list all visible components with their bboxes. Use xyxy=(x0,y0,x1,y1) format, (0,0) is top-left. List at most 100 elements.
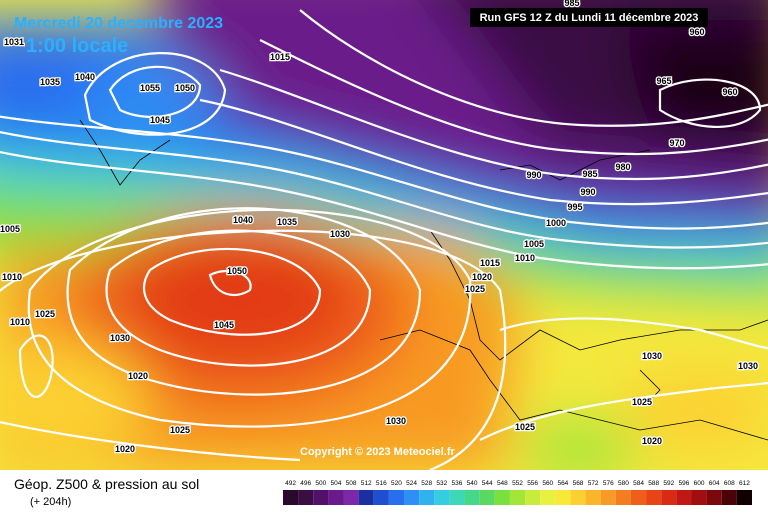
scale-label: 520 xyxy=(391,480,402,487)
isobar-label: 970 xyxy=(669,138,684,148)
valid-date: Mercredi 20 decembre 2023 xyxy=(14,15,223,32)
scale-label: 556 xyxy=(527,480,538,487)
isobar-label: 1031 xyxy=(4,37,24,47)
scale-swatch xyxy=(313,490,329,505)
scale-swatch xyxy=(434,490,450,505)
isobar-label: 1025 xyxy=(35,309,55,319)
scale-label: 512 xyxy=(361,480,372,487)
scale-label: 552 xyxy=(512,480,523,487)
isobar-label: 985 xyxy=(564,0,579,8)
isobar-label: 985 xyxy=(582,169,597,179)
scale-label: 508 xyxy=(346,480,357,487)
scale-label: 492 xyxy=(285,480,296,487)
scale-swatch xyxy=(509,490,526,505)
isobar-label: 990 xyxy=(526,170,541,180)
scale-label: 516 xyxy=(376,480,387,487)
isobar-label: 1050 xyxy=(175,83,195,93)
isobar-label: 990 xyxy=(580,187,595,197)
scale-label: 504 xyxy=(331,480,342,487)
scale-swatch xyxy=(298,490,314,505)
isobar-label: 1010 xyxy=(10,317,30,327)
scale-label: 580 xyxy=(618,480,629,487)
scale-swatch xyxy=(630,490,647,505)
isobar-label: 1030 xyxy=(330,229,350,239)
scale-swatch xyxy=(328,490,344,505)
isobar-label: 1015 xyxy=(480,258,500,268)
isobar-label: 1040 xyxy=(233,215,253,225)
scale-label: 564 xyxy=(557,480,568,487)
isobar-label: 1025 xyxy=(632,397,652,407)
scale-swatch xyxy=(358,490,374,505)
scale-swatch xyxy=(721,490,737,505)
isobar-label: 1005 xyxy=(524,239,544,249)
scale-label: 576 xyxy=(603,480,614,487)
scale-swatch xyxy=(691,490,707,505)
isobar-label: 1020 xyxy=(128,371,148,381)
isobar-label: 1015 xyxy=(270,52,290,62)
isobars xyxy=(0,9,768,470)
scale-swatch xyxy=(570,490,586,505)
valid-time: 1:00 locale xyxy=(26,35,128,57)
isobar-label: 960 xyxy=(689,27,704,37)
scale-label: 584 xyxy=(633,480,644,487)
isobar-label: 995 xyxy=(567,202,582,212)
scale-swatch xyxy=(449,490,465,505)
run-info: Run GFS 12 Z du Lundi 11 décembre 2023 xyxy=(480,12,699,24)
scale-swatch xyxy=(525,490,541,505)
isobar-label: 1010 xyxy=(2,272,22,282)
lead-time: (+ 204h) xyxy=(30,496,71,508)
isobar-label: 1030 xyxy=(110,333,130,343)
scale-swatch xyxy=(464,490,480,505)
scale-label: 592 xyxy=(663,480,674,487)
scale-label: 536 xyxy=(452,480,463,487)
isobar-label: 1035 xyxy=(40,77,60,87)
scale-label: 524 xyxy=(406,480,417,487)
isobar-label: 1020 xyxy=(115,444,135,454)
run-box xyxy=(470,8,708,27)
isobar-label: 1030 xyxy=(642,351,662,361)
scale-label: 608 xyxy=(724,480,735,487)
isobar-label: 1045 xyxy=(214,320,234,330)
color-scale: 492 496 500 504 508 512 516 520 524 528 532 536 540 5… xyxy=(283,480,752,505)
copyright: Copyright © 2023 Meteociel.fr xyxy=(300,446,456,458)
scale-label: 500 xyxy=(315,480,326,487)
scale-label: 528 xyxy=(421,480,432,487)
scale-label: 596 xyxy=(678,480,689,487)
isobar-label: 1000 xyxy=(546,218,566,228)
scale-swatch xyxy=(373,490,389,505)
scale-swatch xyxy=(540,490,556,505)
isobar-label: 1025 xyxy=(515,422,535,432)
scale-swatch xyxy=(479,490,495,505)
scale-swatch xyxy=(555,490,571,505)
isobar-label: 1010 xyxy=(515,253,535,263)
scale-label: 548 xyxy=(497,480,508,487)
scale-label: 568 xyxy=(573,480,584,487)
scale-label: 496 xyxy=(300,480,311,487)
scale-label: 612 xyxy=(739,480,750,487)
scale-swatch xyxy=(494,490,510,505)
scale-swatch xyxy=(600,490,616,505)
scale-swatch xyxy=(661,490,677,505)
scale-swatch xyxy=(343,490,359,505)
scale-label: 600 xyxy=(694,480,705,487)
isobar-label: 1030 xyxy=(386,416,406,426)
isobar-label: 1045 xyxy=(150,115,170,125)
isobar-label: 1030 xyxy=(738,361,758,371)
scale-swatch xyxy=(283,490,299,505)
isobar-label: 965 xyxy=(656,76,671,86)
isobar-label: 1020 xyxy=(472,272,492,282)
scale-label: 544 xyxy=(482,480,493,487)
scale-swatch xyxy=(585,490,601,505)
isobar-label: 960 xyxy=(722,87,737,97)
isobar-label: 1050 xyxy=(227,266,247,276)
product-title: Géop. Z500 & pression au sol xyxy=(14,476,199,492)
scale-label: 572 xyxy=(588,480,599,487)
isobar-label: 1055 xyxy=(140,83,160,93)
isobar-label: 1025 xyxy=(170,425,190,435)
isobar-label: 1005 xyxy=(0,224,20,234)
scale-swatch xyxy=(388,490,405,505)
scale-swatch xyxy=(736,490,752,505)
scale-label: 532 xyxy=(436,480,447,487)
